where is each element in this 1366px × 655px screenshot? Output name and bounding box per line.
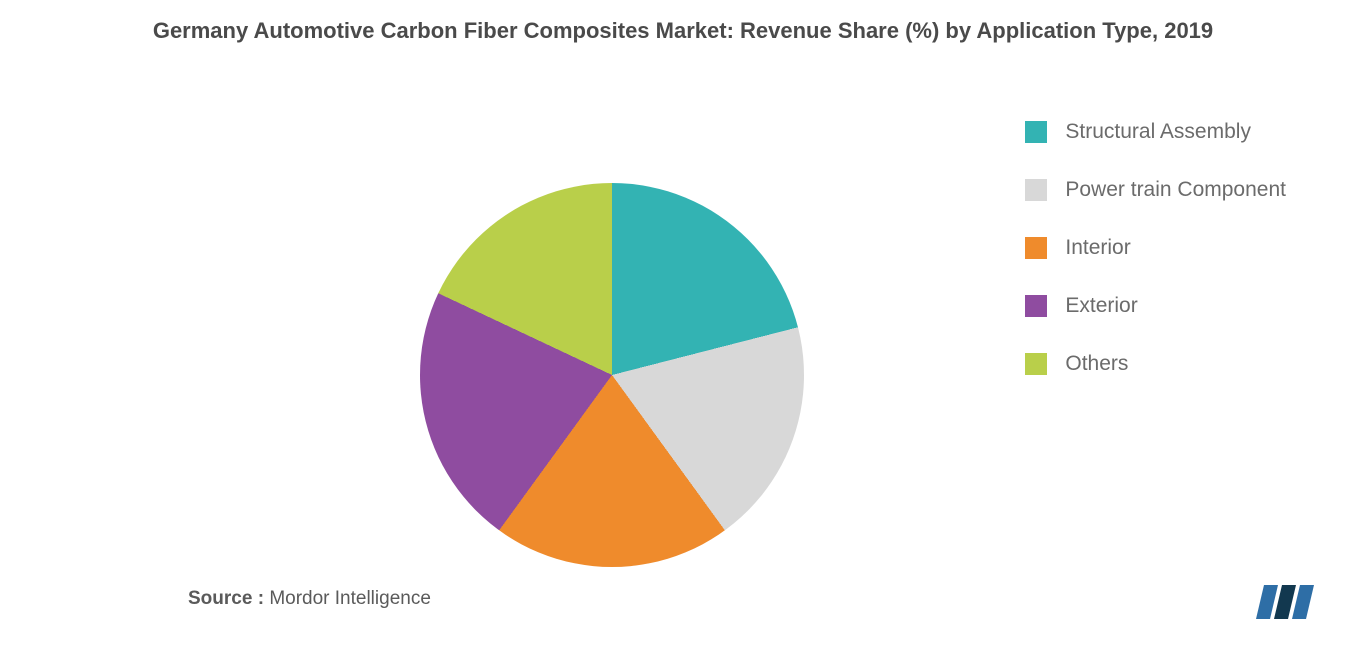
chart-title: Germany Automotive Carbon Fiber Composit… <box>0 18 1366 44</box>
legend-label: Structural Assembly <box>1065 120 1251 144</box>
source-line: Source : Mordor Intelligence <box>188 588 431 610</box>
legend-item: Others <box>1025 352 1286 376</box>
source-prefix: Source : <box>188 588 269 609</box>
logo-bar <box>1292 585 1314 619</box>
legend-label: Power train Component <box>1065 178 1286 202</box>
legend-swatch <box>1025 353 1047 375</box>
source-text: Mordor Intelligence <box>269 588 431 609</box>
legend-item: Exterior <box>1025 294 1286 318</box>
legend-label: Interior <box>1065 236 1130 260</box>
legend-swatch <box>1025 179 1047 201</box>
brand-logo <box>1256 585 1316 625</box>
legend: Structural Assembly Power train Component… <box>1025 120 1286 410</box>
legend-item: Power train Component <box>1025 178 1286 202</box>
legend-swatch <box>1025 121 1047 143</box>
legend-swatch <box>1025 295 1047 317</box>
legend-item: Structural Assembly <box>1025 120 1286 144</box>
legend-swatch <box>1025 237 1047 259</box>
legend-label: Exterior <box>1065 294 1137 318</box>
figure-root: Germany Automotive Carbon Fiber Composit… <box>0 0 1366 655</box>
legend-item: Interior <box>1025 236 1286 260</box>
legend-label: Others <box>1065 352 1128 376</box>
logo-bar <box>1274 585 1296 619</box>
logo-bar <box>1256 585 1278 619</box>
pie-chart <box>420 183 804 567</box>
mordor-logo-icon <box>1256 585 1316 625</box>
